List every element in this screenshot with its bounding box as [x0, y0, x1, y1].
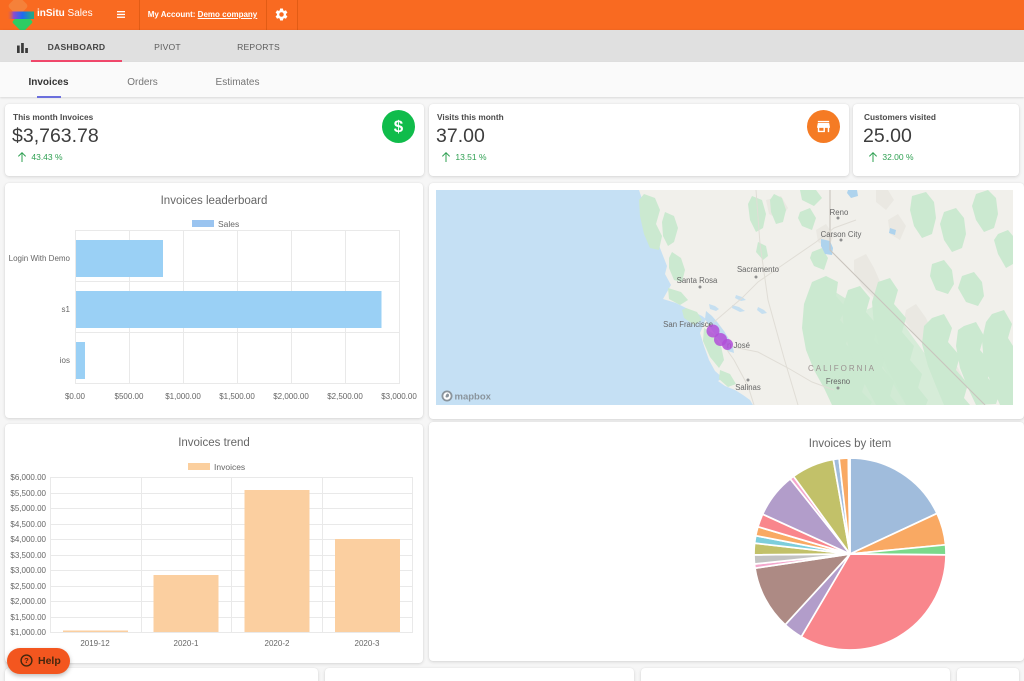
svg-text:?: ?	[24, 656, 29, 665]
svg-text:n José: n José	[727, 341, 750, 350]
svg-text:$4,000.00: $4,000.00	[10, 535, 46, 544]
svg-text:$3,000.00: $3,000.00	[10, 566, 46, 575]
svg-text:Carson City: Carson City	[821, 230, 862, 239]
svg-text:Salinas: Salinas	[735, 383, 761, 392]
svg-text:$3,000.00: $3,000.00	[381, 392, 417, 401]
svg-text:Sacramento: Sacramento	[737, 265, 780, 274]
svg-text:$2,500.00: $2,500.00	[10, 582, 46, 591]
svg-text:Login With Demo: Login With Demo	[9, 254, 71, 263]
svg-text:$3,500.00: $3,500.00	[10, 551, 46, 560]
svg-text:CALIFORNIA: CALIFORNIA	[808, 364, 876, 373]
svg-text:2020-3: 2020-3	[355, 639, 380, 648]
svg-text:$0.00: $0.00	[65, 392, 86, 401]
svg-text:$1,000.00: $1,000.00	[10, 628, 46, 637]
svg-text:Santa Rosa: Santa Rosa	[677, 276, 718, 285]
svg-text:2020-1: 2020-1	[174, 639, 199, 648]
svg-text:$4,500.00: $4,500.00	[10, 520, 46, 529]
svg-text:$2,000.00: $2,000.00	[273, 392, 309, 401]
svg-text:Fresno: Fresno	[826, 377, 851, 386]
svg-text:s1: s1	[62, 305, 71, 314]
svg-text:Reno: Reno	[830, 208, 849, 217]
svg-text:2019-12: 2019-12	[80, 639, 110, 648]
svg-text:$1,000.00: $1,000.00	[165, 392, 201, 401]
svg-text:$5,000.00: $5,000.00	[10, 504, 46, 513]
svg-text:$2,000.00: $2,000.00	[10, 597, 46, 606]
svg-text:$6,000.00: $6,000.00	[10, 473, 46, 482]
svg-text:$1,500.00: $1,500.00	[10, 613, 46, 622]
svg-text:Invoices: Invoices	[214, 462, 245, 472]
svg-text:ios: ios	[60, 356, 70, 365]
svg-text:2020-2: 2020-2	[265, 639, 290, 648]
svg-text:$1,500.00: $1,500.00	[219, 392, 255, 401]
svg-text:$500.00: $500.00	[115, 392, 144, 401]
svg-text:mapbox: mapbox	[455, 392, 492, 403]
svg-text:$5,500.00: $5,500.00	[10, 489, 46, 498]
svg-text:$2,500.00: $2,500.00	[327, 392, 363, 401]
svg-text:Sales: Sales	[218, 219, 239, 229]
svg-text:San Francisco: San Francisco	[663, 320, 713, 329]
